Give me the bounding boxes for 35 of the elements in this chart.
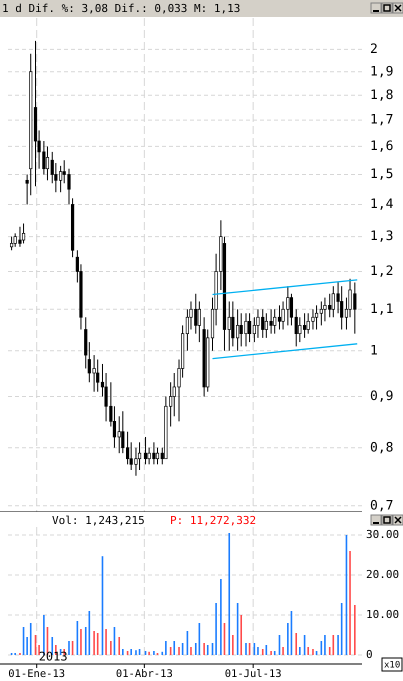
- y-tick-label: 1,1: [370, 302, 394, 317]
- annotation: 2013: [38, 649, 68, 664]
- y-tick-label: 0,9: [370, 389, 394, 404]
- chart-subtitle: P: 11,272,332: [170, 514, 256, 528]
- candlestick: [281, 300, 285, 330]
- chart-title: Vol: 1,243,215: [52, 514, 145, 528]
- y-tick-label: 0,8: [370, 440, 394, 456]
- candlestick: [144, 436, 148, 465]
- y-tick-label: 0,7: [370, 498, 394, 514]
- candlestick: [152, 442, 156, 465]
- y-tick-label: 10.00: [366, 608, 400, 622]
- y-tick-label: 1,6: [370, 138, 394, 154]
- y-tick-label: 1,2: [370, 264, 394, 280]
- y-tick-label: 20.00: [366, 568, 400, 582]
- candlestick: [10, 236, 14, 251]
- candlestick: [22, 223, 26, 244]
- x-tick-label: 01-Jul-13: [224, 668, 282, 680]
- y-tick-label: 1,8: [370, 88, 394, 103]
- y-tick-label: 1,4: [370, 197, 394, 212]
- candlestick: [286, 286, 290, 326]
- candlestick: [198, 300, 201, 343]
- y-tick-label: 0: [366, 648, 373, 662]
- y-tick-label: 30.00: [366, 528, 400, 542]
- text: x10: [384, 660, 400, 670]
- x-tick-label: 01-Abr-13: [116, 668, 173, 680]
- chart-title: 1 d Dif. %: 3,08 Dif.: 0,033 M: 1,13: [2, 2, 240, 16]
- y-tick-label: 1: [370, 343, 378, 358]
- candlestick: [148, 447, 151, 465]
- x-tick-label: 01-Ene-13: [8, 668, 66, 680]
- y-tick-label: 1,3: [370, 229, 394, 244]
- y-tick-label: 1,7: [370, 112, 394, 128]
- candlestick: [248, 312, 252, 343]
- y-tick-label: 1,9: [370, 64, 394, 80]
- y-tick-label: 2: [370, 42, 378, 57]
- y-tick-label: 1,5: [370, 167, 394, 182]
